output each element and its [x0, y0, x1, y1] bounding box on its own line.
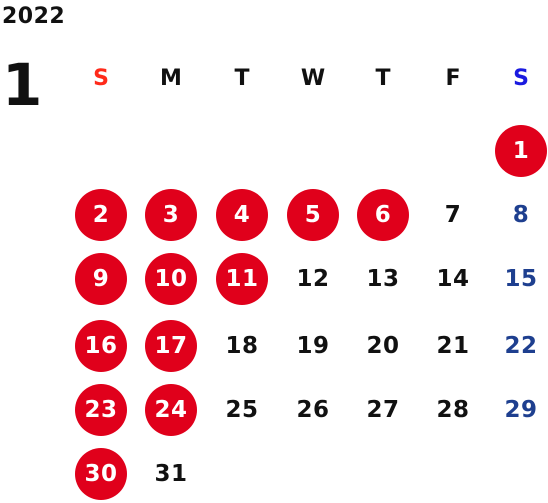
day-cell-7[interactable]: 7: [444, 202, 462, 228]
calendar-year: 2022: [2, 4, 66, 29]
day-cell-10[interactable]: 10: [145, 253, 197, 305]
weekday-header-5: F: [445, 66, 461, 91]
day-cell-4[interactable]: 4: [216, 189, 268, 241]
weekday-header-4: T: [375, 66, 391, 91]
day-cell-30[interactable]: 30: [75, 448, 127, 500]
day-cell-6[interactable]: 6: [357, 189, 409, 241]
day-cell-2[interactable]: 2: [75, 189, 127, 241]
day-cell-29[interactable]: 29: [504, 397, 538, 423]
weekday-header-0: S: [93, 66, 109, 91]
weekday-header-1: M: [160, 66, 182, 91]
day-cell-31[interactable]: 31: [154, 461, 188, 487]
day-cell-25[interactable]: 25: [225, 397, 259, 423]
day-cell-16[interactable]: 16: [75, 320, 127, 372]
day-cell-18[interactable]: 18: [225, 333, 259, 359]
day-cell-15[interactable]: 15: [504, 266, 538, 292]
day-cell-21[interactable]: 21: [436, 333, 470, 359]
day-cell-12[interactable]: 12: [296, 266, 330, 292]
day-cell-22[interactable]: 22: [504, 333, 538, 359]
day-cell-20[interactable]: 20: [366, 333, 400, 359]
day-cell-8[interactable]: 8: [512, 202, 530, 228]
day-cell-17[interactable]: 17: [145, 320, 197, 372]
day-cell-19[interactable]: 19: [296, 333, 330, 359]
day-cell-1[interactable]: 1: [495, 125, 547, 177]
day-cell-5[interactable]: 5: [287, 189, 339, 241]
weekday-header-2: T: [234, 66, 250, 91]
day-cell-3[interactable]: 3: [145, 189, 197, 241]
calendar-month: 1: [2, 51, 43, 119]
day-cell-23[interactable]: 23: [75, 384, 127, 436]
day-cell-13[interactable]: 13: [366, 266, 400, 292]
day-cell-28[interactable]: 28: [436, 397, 470, 423]
weekday-header-6: S: [513, 66, 529, 91]
day-cell-9[interactable]: 9: [75, 253, 127, 305]
day-cell-14[interactable]: 14: [436, 266, 470, 292]
day-cell-27[interactable]: 27: [366, 397, 400, 423]
day-cell-24[interactable]: 24: [145, 384, 197, 436]
day-cell-26[interactable]: 26: [296, 397, 330, 423]
weekday-header-3: W: [300, 66, 326, 91]
day-cell-11[interactable]: 11: [216, 253, 268, 305]
